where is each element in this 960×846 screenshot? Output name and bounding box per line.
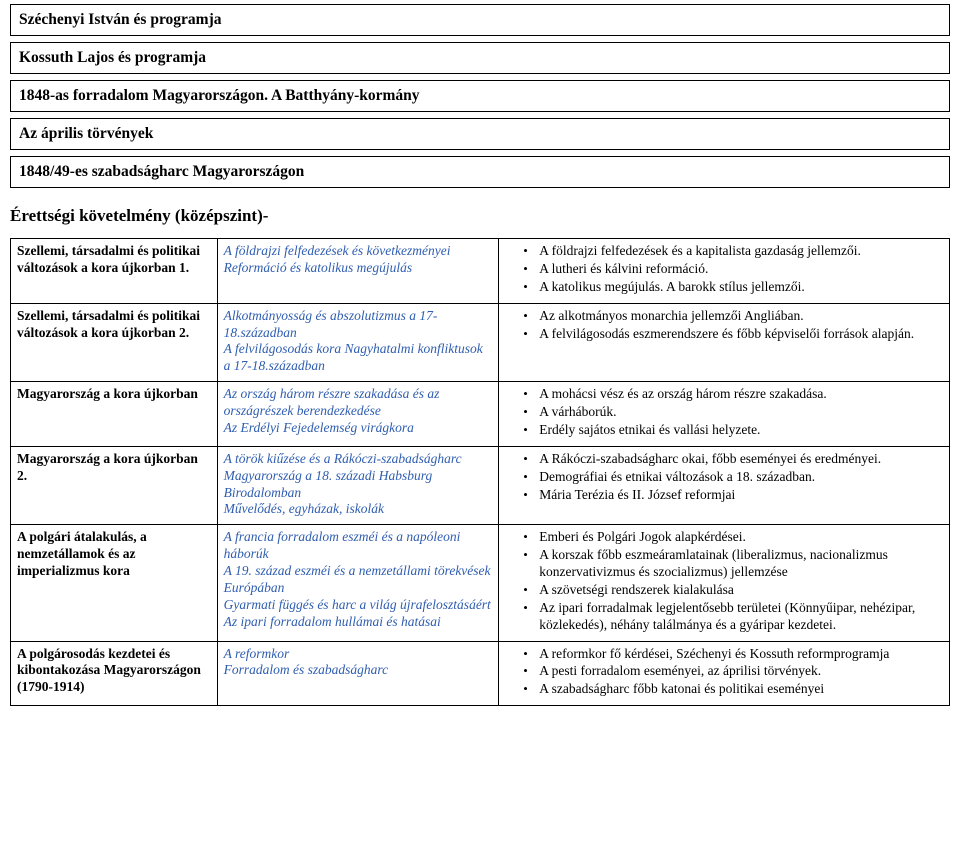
list-item: A Rákóczi-szabadságharc okai, főbb esemé… [505, 451, 943, 468]
header-box-list: Széchenyi István és programja Kossuth Laj… [10, 4, 950, 188]
topic-cell: A polgári átalakulás, a nemzetállamok és… [11, 525, 218, 641]
subtopic-cell: A török kiűzése és a Rákóczi-szabadságha… [217, 446, 499, 525]
topic-cell: Magyarország a kora újkorban 2. [11, 446, 218, 525]
list-item: A földrajzi felfedezések és a kapitalist… [505, 243, 943, 260]
list-item: A korszak főbb eszmeáramlatainak (libera… [505, 547, 943, 581]
topic-cell: Szellemi, társadalmi és politikai változ… [11, 239, 218, 304]
subtopic-cell: A reformkorForradalom és szabadságharc [217, 641, 499, 706]
list-item: Erdély sajátos etnikai és vallási helyze… [505, 422, 943, 439]
list-item: A pesti forradalom eseményei, az április… [505, 663, 943, 680]
list-item: A mohácsi vész és az ország három részre… [505, 386, 943, 403]
list-item: Mária Terézia és II. József reformjai [505, 487, 943, 504]
list-item: Az ipari forradalmak legjelentősebb terü… [505, 600, 943, 634]
details-cell: A földrajzi felfedezések és a kapitalist… [499, 239, 950, 304]
header-box: Az április törvények [10, 118, 950, 150]
details-cell: Emberi és Polgári Jogok alapkérdései.A k… [499, 525, 950, 641]
list-item: A szövetségi rendszerek kialakulása [505, 582, 943, 599]
details-list: A reformkor fő kérdései, Széchenyi és Ko… [505, 646, 943, 699]
list-item: A szabadságharc főbb katonai és politika… [505, 681, 943, 698]
list-item: A reformkor fő kérdései, Széchenyi és Ko… [505, 646, 943, 663]
list-item: Demográfiai és etnikai változások a 18. … [505, 469, 943, 486]
list-item: Az alkotmányos monarchia jellemzői Angli… [505, 308, 943, 325]
list-item: A felvilágosodás eszmerendszere és főbb … [505, 326, 943, 343]
table-row: A polgárosodás kezdetei és kibontakozása… [11, 641, 950, 706]
subtopic-cell: A földrajzi felfedezések és következmény… [217, 239, 499, 304]
header-box: 1848-as forradalom Magyarországon. A Bat… [10, 80, 950, 112]
subtopic-cell: Az ország három részre szakadása és az o… [217, 382, 499, 447]
details-cell: Az alkotmányos monarchia jellemzői Angli… [499, 303, 950, 382]
table-row: Magyarország a kora újkorbanAz ország há… [11, 382, 950, 447]
table-row: Szellemi, társadalmi és politikai változ… [11, 239, 950, 304]
details-cell: A mohácsi vész és az ország három részre… [499, 382, 950, 447]
header-box: Széchenyi István és programja [10, 4, 950, 36]
details-list: Az alkotmányos monarchia jellemzői Angli… [505, 308, 943, 343]
topic-cell: Magyarország a kora újkorban [11, 382, 218, 447]
list-item: Emberi és Polgári Jogok alapkérdései. [505, 529, 943, 546]
section-title: Érettségi követelmény (középszint)- [10, 206, 950, 226]
details-cell: A reformkor fő kérdései, Széchenyi és Ko… [499, 641, 950, 706]
topic-cell: Szellemi, társadalmi és politikai változ… [11, 303, 218, 382]
table-row: Magyarország a kora újkorban 2.A török k… [11, 446, 950, 525]
header-box: 1848/49-es szabadságharc Magyarországon [10, 156, 950, 188]
details-list: A földrajzi felfedezések és a kapitalist… [505, 243, 943, 296]
list-item: A katolikus megújulás. A barokk stílus j… [505, 279, 943, 296]
list-item: A lutheri és kálvini reformáció. [505, 261, 943, 278]
details-list: A mohácsi vész és az ország három részre… [505, 386, 943, 439]
list-item: A várháborúk. [505, 404, 943, 421]
topic-cell: A polgárosodás kezdetei és kibontakozása… [11, 641, 218, 706]
subtopic-cell: A francia forradalom eszméi és a napóleo… [217, 525, 499, 641]
subtopic-cell: Alkotmányosság és abszolutizmus a 17-18.… [217, 303, 499, 382]
header-box: Kossuth Lajos és programja [10, 42, 950, 74]
requirements-table: Szellemi, társadalmi és politikai változ… [10, 238, 950, 706]
details-cell: A Rákóczi-szabadságharc okai, főbb esemé… [499, 446, 950, 525]
table-row: A polgári átalakulás, a nemzetállamok és… [11, 525, 950, 641]
details-list: Emberi és Polgári Jogok alapkérdései.A k… [505, 529, 943, 633]
details-list: A Rákóczi-szabadságharc okai, főbb esemé… [505, 451, 943, 504]
table-row: Szellemi, társadalmi és politikai változ… [11, 303, 950, 382]
